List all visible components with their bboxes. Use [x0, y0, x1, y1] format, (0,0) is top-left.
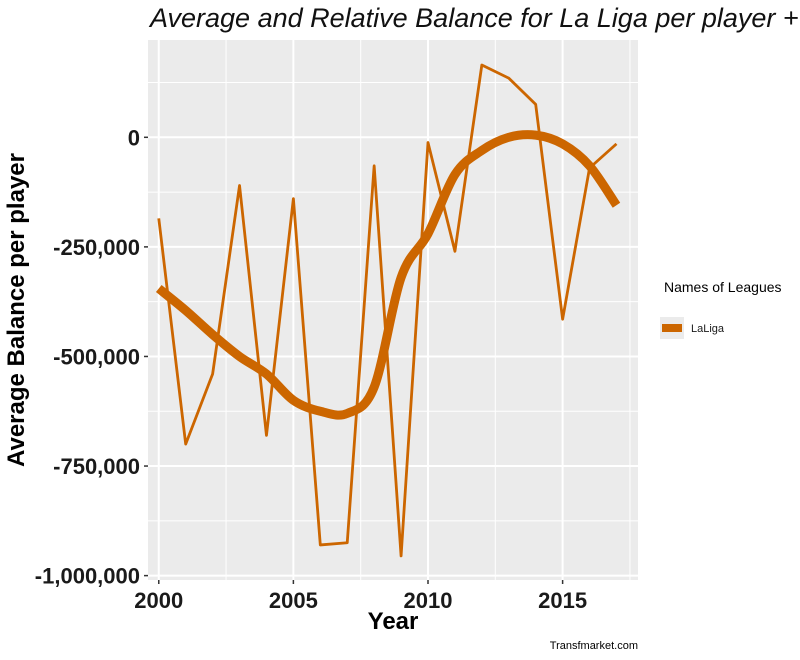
x-axis-title: Year	[368, 608, 419, 635]
legend-title: Names of Leagues	[664, 279, 782, 295]
x-tick-label: 2015	[538, 588, 587, 613]
series-layer	[155, 63, 621, 558]
chart-title: Average and Relative Balance for La Liga…	[148, 3, 799, 33]
minor-gridlines	[148, 40, 638, 580]
y-axis-ticks: -1,000,000 -750,000 -500,000 -250,000 0	[35, 125, 148, 589]
x-axis-ticks: 2000 2005 2010 2015	[134, 580, 587, 613]
y-tick-label: -1,000,000	[35, 564, 140, 589]
source-caption: Transfmarket.com	[550, 640, 638, 652]
x-tick-label: 2005	[269, 588, 318, 613]
major-gridlines	[148, 40, 638, 580]
x-tick-label: 2000	[134, 588, 183, 613]
legend: Names of Leagues LaLiga	[660, 279, 782, 339]
y-tick-label: 0	[128, 125, 140, 150]
y-tick-label: -250,000	[53, 235, 140, 260]
legend-label-laliga: LaLiga	[691, 323, 725, 335]
x-tick-label: 2010	[404, 588, 453, 613]
y-tick-label: -500,000	[53, 344, 140, 369]
y-axis-title: Average Balance per player	[3, 153, 30, 467]
series-laliga-smoothed-line	[155, 130, 621, 420]
y-tick-label: -750,000	[53, 454, 140, 479]
